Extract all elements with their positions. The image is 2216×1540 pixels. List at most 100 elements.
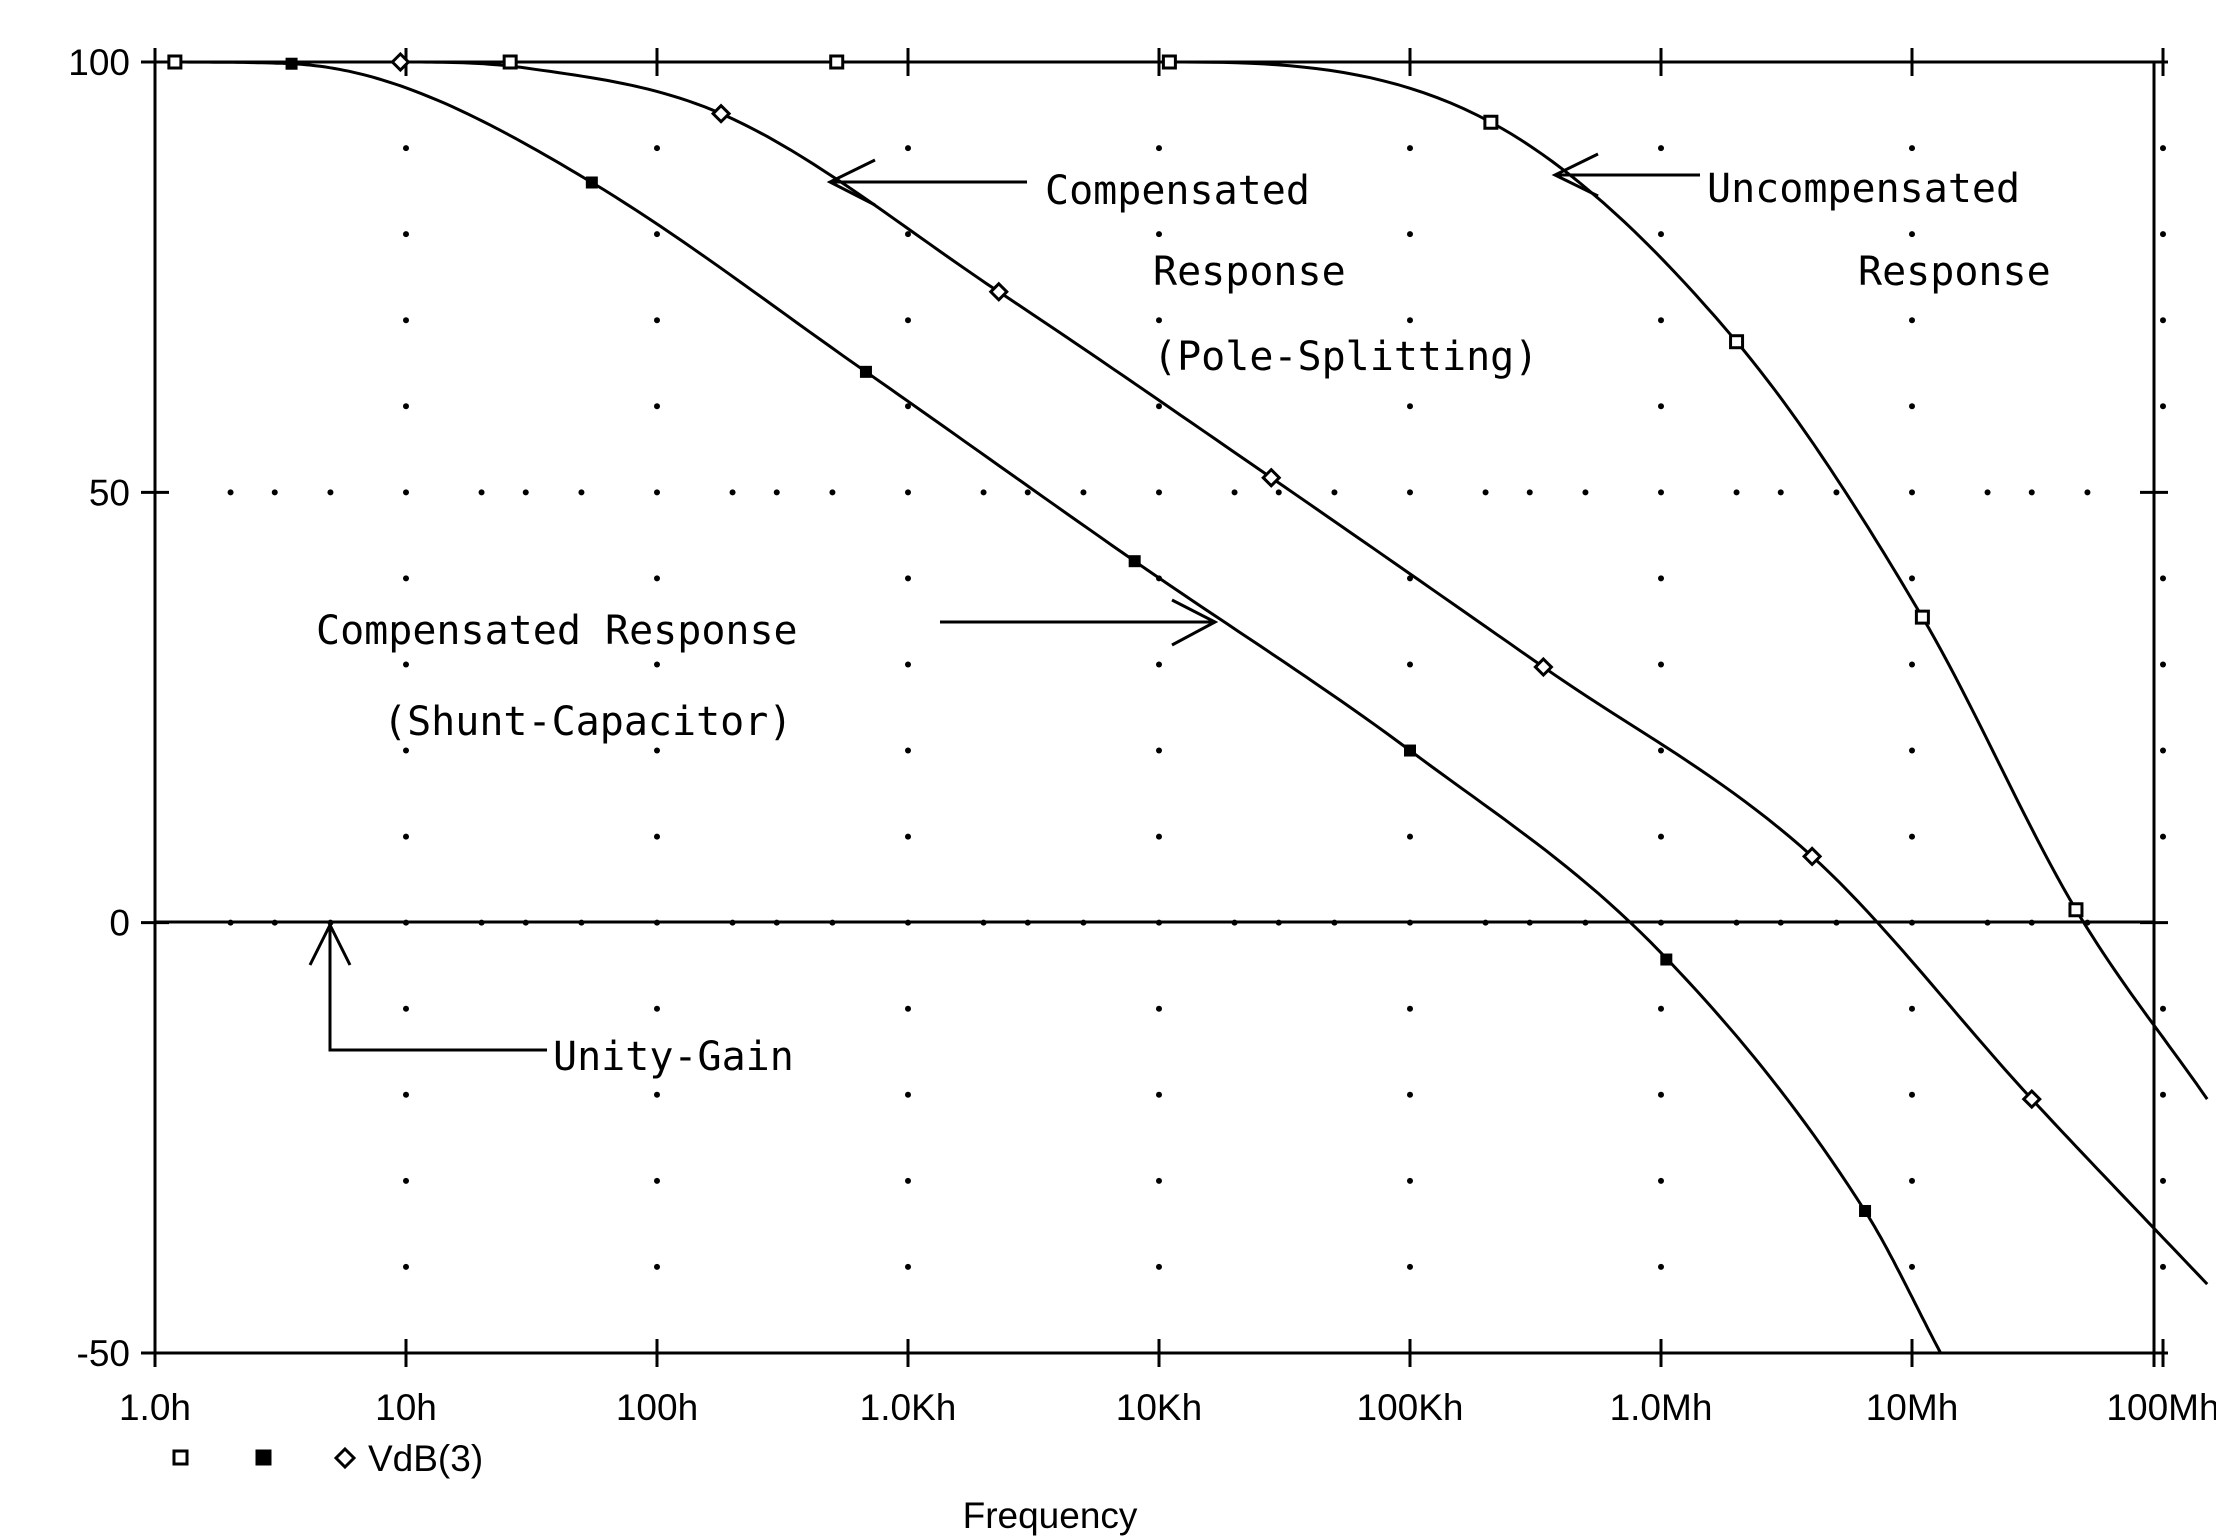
grid-dot <box>1733 489 1740 496</box>
arrow-pole-splitting <box>826 158 1027 207</box>
grid-dot <box>1407 489 1413 496</box>
legend-label-vdb3: VdB(3) <box>368 1438 483 1479</box>
series-line-square-open <box>174 60 2209 1100</box>
marker-diamond-open <box>1533 656 1554 678</box>
grid-dot <box>578 489 585 496</box>
x-tick-label: 10Mh <box>1866 1387 1959 1428</box>
annotation-unity-gain: Unity-Gain <box>308 921 794 1080</box>
grid-dot <box>1407 575 1413 582</box>
grid-dot <box>1156 1091 1162 1098</box>
annotation-pole-splitting: Compensated Response (Pole-Splitting) <box>826 158 1538 380</box>
grid-dot <box>1407 833 1413 840</box>
grid-dot <box>905 747 911 754</box>
grid-dot <box>1658 489 1664 496</box>
grid-dot <box>2160 1177 2166 1184</box>
grid-dot <box>905 1005 911 1012</box>
grid-dot <box>773 489 780 496</box>
arrow-unity-gain <box>308 921 547 1052</box>
grid-dot <box>2084 489 2091 496</box>
grid-dot <box>1482 489 1489 496</box>
grid-dot <box>1156 145 1162 152</box>
grid-dot <box>1658 575 1664 582</box>
grid-dot <box>905 1263 911 1270</box>
x-tick-label: 1.0h <box>119 1387 191 1428</box>
grid-dot <box>1156 1263 1162 1270</box>
grid-dot <box>2160 1091 2166 1098</box>
grid-dot <box>2160 145 2166 152</box>
arrow-uncompensated <box>1551 152 1700 198</box>
marker-diamond-open <box>988 281 1009 302</box>
grid-dot <box>2160 575 2166 582</box>
grid-dot <box>654 1177 660 1184</box>
grid-dot <box>1331 489 1338 496</box>
marker-diamond-open <box>710 103 732 124</box>
grid-dot <box>654 661 660 668</box>
grid-dot <box>1156 833 1162 840</box>
y-tick-label: 100 <box>68 42 130 83</box>
grid-dot <box>1080 489 1087 496</box>
grid-dot <box>1407 661 1413 668</box>
grid-dot <box>1231 489 1238 496</box>
grid-dot <box>2028 489 2035 496</box>
legend-marker-square-filled <box>255 1449 272 1466</box>
grid-dot <box>1658 1005 1664 1012</box>
grid-dot <box>1156 489 1162 496</box>
legend-marker-square-open <box>172 1449 189 1466</box>
grid-dot <box>403 1091 409 1098</box>
grid-dot <box>829 489 836 496</box>
grid-dot <box>654 489 660 496</box>
grid-dot <box>1407 1091 1413 1098</box>
grid-dot <box>522 489 529 496</box>
arrow-shunt-capacitor <box>940 598 1219 647</box>
grid-dot <box>905 317 911 324</box>
annotation-shunt-capacitor: Compensated Response (Shunt-Capacitor) <box>316 598 1219 745</box>
grid-dot <box>2160 403 2166 410</box>
grid-dot <box>2160 1263 2166 1270</box>
marker-square-filled <box>1660 953 1673 966</box>
grid-dot <box>654 1263 660 1270</box>
grid-dot <box>1275 489 1282 496</box>
grid-dot <box>2160 317 2166 324</box>
grid-dot <box>1582 489 1589 496</box>
grid-dot <box>905 489 911 496</box>
grid-dot <box>1156 317 1162 324</box>
grid-dot <box>654 833 660 840</box>
grid-dot <box>1909 317 1915 324</box>
annotation-shunt-capacitor-line-2: (Shunt-Capacitor) <box>383 699 792 745</box>
grid-dot <box>1407 1177 1413 1184</box>
grid-dot <box>1658 317 1664 324</box>
grid-dot <box>2160 231 2166 238</box>
grid-dot <box>1658 231 1664 238</box>
grid-dot <box>1909 747 1915 754</box>
y-tick-label: -50 <box>77 1333 130 1374</box>
grid-dot <box>1909 1005 1915 1012</box>
grid-dot <box>1156 403 1162 410</box>
marker-diamond-open <box>2021 1088 2042 1110</box>
x-tick-label: 10Kh <box>1116 1387 1202 1428</box>
x-tick-label: 100h <box>616 1387 698 1428</box>
y-tick-label: 50 <box>89 472 130 513</box>
grid-dot <box>905 575 911 582</box>
x-tick-label: 1.0Mh <box>1610 1387 1713 1428</box>
grid-dot <box>1658 661 1664 668</box>
grid-dot <box>654 231 660 238</box>
grid-dot <box>2160 833 2166 840</box>
marker-square-open <box>1161 54 1177 70</box>
grid-dot <box>403 833 409 840</box>
marker-diamond-open <box>1261 467 1282 488</box>
grid-dot <box>1777 489 1784 496</box>
x-tick-label: 100Kh <box>1357 1387 1464 1428</box>
grid-dot <box>403 747 409 754</box>
annotation-pole-splitting-line-1: Compensated <box>1045 168 1310 214</box>
grid-dot <box>1909 1091 1915 1098</box>
grid-dot <box>905 231 911 238</box>
grid-dot <box>1407 145 1413 152</box>
grid-dot <box>271 489 278 496</box>
marker-square-filled <box>1404 744 1416 757</box>
grid-dot <box>1407 231 1413 238</box>
marker-square-filled <box>585 176 598 189</box>
grid-dot <box>403 1177 409 1184</box>
grid-dot <box>403 575 409 582</box>
marker-square-open <box>1914 609 1930 625</box>
grid-dot <box>654 403 660 410</box>
